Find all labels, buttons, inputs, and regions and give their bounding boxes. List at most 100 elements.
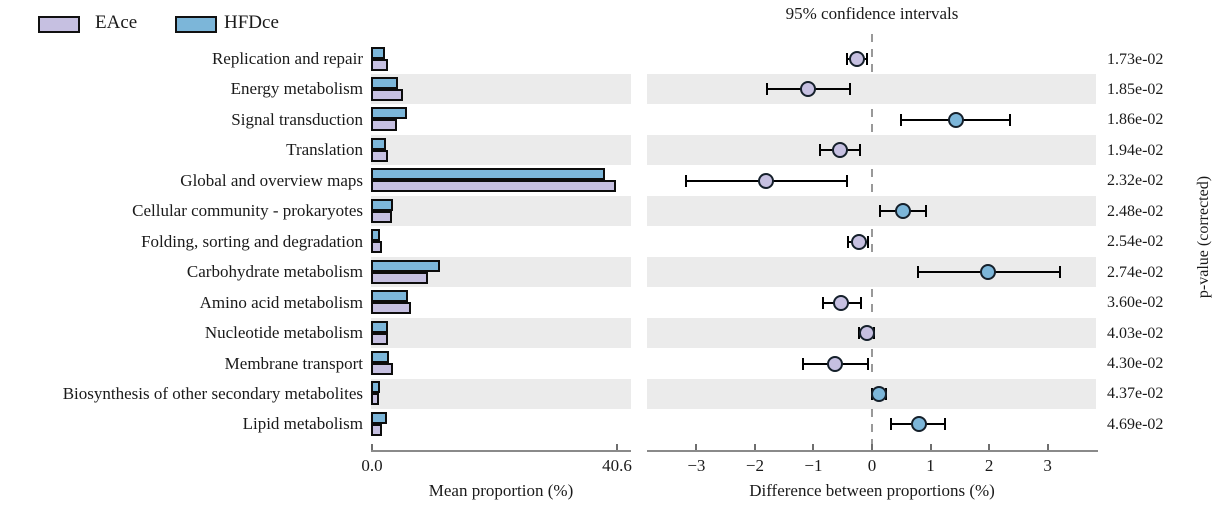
ci-dot — [832, 294, 849, 311]
bar-eace — [371, 119, 397, 132]
category-label: Amino acid metabolism — [199, 292, 363, 312]
ci-dot — [895, 203, 912, 220]
row-stripe-left — [371, 135, 631, 166]
right-axis-tick-label: 3 — [1043, 456, 1052, 475]
p-value-label: 4.03e-02 — [1107, 324, 1164, 342]
legend-swatch-eace — [38, 16, 80, 33]
ci-errorbar-cap-low — [846, 235, 849, 248]
ci-errorbar-cap-high — [1009, 113, 1012, 126]
ci-dot — [858, 325, 875, 342]
ci-dot — [947, 111, 964, 128]
bar-hfdce — [371, 411, 388, 424]
right-axis-tick-label: −1 — [804, 456, 823, 475]
category-label: Lipid metabolism — [242, 414, 363, 434]
right-axis-tick-label: 2 — [984, 456, 994, 475]
bar-hfdce — [371, 290, 408, 303]
bar-hfdce — [371, 381, 380, 394]
right-axis-tick-label: −3 — [687, 456, 706, 475]
ci-errorbar-cap-high — [859, 296, 862, 309]
p-value-axis-label: p-value (corrected) — [1195, 175, 1212, 299]
bar-hfdce — [371, 76, 398, 89]
ci-errorbar-cap-high — [924, 205, 927, 218]
ci-dot — [871, 385, 888, 402]
bar-eace — [371, 241, 383, 254]
row-stripe-left — [371, 196, 631, 227]
p-value-label: 4.37e-02 — [1107, 385, 1164, 403]
p-value-label: 4.30e-02 — [1107, 355, 1164, 372]
ci-errorbar-cap-low — [845, 53, 848, 65]
left-axis-tick-label: 40.6 — [602, 456, 632, 475]
row-stripe-right — [647, 196, 1096, 227]
row-stripe-right — [647, 135, 1096, 166]
ci-errorbar-cap-high — [865, 53, 868, 65]
p-value-label: 2.74e-02 — [1107, 263, 1164, 281]
right-axis-tick-label: 0 — [867, 456, 877, 475]
left-axis-tick — [371, 444, 373, 450]
bar-eace — [371, 332, 389, 345]
category-label: Replication and repair — [211, 49, 363, 68]
p-value-label: 2.54e-02 — [1107, 233, 1164, 251]
category-label: Translation — [286, 140, 363, 160]
legend-swatch-hfdce — [175, 16, 217, 33]
bar-eace — [371, 423, 383, 436]
bar-eace — [371, 210, 393, 223]
bar-hfdce — [371, 229, 381, 242]
left-axis-tick-label: 0.0 — [361, 456, 383, 475]
ci-dot — [910, 416, 927, 433]
row-stripe-right — [647, 74, 1096, 105]
right-panel-title: 95% confidence intervals — [785, 4, 959, 23]
ci-errorbar-cap-high — [866, 357, 869, 370]
category-label: Biosynthesis of other secondary metaboli… — [62, 383, 363, 403]
bar-hfdce — [371, 320, 388, 333]
right-x-axis-line — [647, 450, 1098, 452]
ci-dot — [758, 172, 775, 189]
p-value-label: 1.73e-02 — [1107, 50, 1164, 68]
right-axis-tick — [988, 444, 991, 450]
right-axis-tick-label: 1 — [926, 456, 935, 475]
right-axis-tick-label: −2 — [745, 456, 764, 475]
right-x-axis-title: Difference between proportions (%) — [749, 481, 995, 500]
zero-dashed-line — [871, 34, 873, 450]
left-x-axis-title: Mean proportion (%) — [428, 481, 574, 500]
bar-eace — [371, 58, 388, 71]
category-label: Nucleotide metabolism — [204, 323, 363, 343]
ci-dot — [827, 355, 844, 372]
ci-errorbar-cap-low — [879, 205, 882, 218]
ci-errorbar-cap-low — [684, 174, 687, 187]
ci-errorbar-cap-high — [866, 235, 869, 248]
bar-eace — [371, 180, 616, 193]
ci-errorbar-cap-low — [821, 296, 824, 309]
bar-eace — [371, 302, 412, 315]
p-value-label: 3.60e-02 — [1107, 294, 1164, 312]
ci-errorbar-cap-high — [858, 144, 861, 157]
ci-errorbar-cap-low — [889, 418, 892, 431]
ci-errorbar-cap-high — [845, 174, 848, 187]
row-stripe-left — [371, 318, 631, 349]
bar-hfdce — [371, 259, 440, 272]
right-axis-tick — [812, 444, 815, 450]
right-axis-tick — [753, 444, 756, 450]
bar-hfdce — [371, 46, 385, 59]
ci-errorbar-cap-low — [766, 83, 769, 96]
legend-label-hfdce: HFDce — [224, 12, 279, 33]
category-label: Global and overview maps — [180, 170, 363, 190]
ci-errorbar-cap-low — [917, 266, 920, 279]
ci-dot — [800, 81, 817, 98]
bar-eace — [371, 393, 379, 406]
bar-hfdce — [371, 351, 390, 363]
category-label: Membrane transport — [224, 353, 363, 373]
bar-hfdce — [371, 107, 407, 120]
p-value-label: 1.94e-02 — [1107, 141, 1164, 159]
right-axis-tick — [1046, 444, 1049, 450]
bar-hfdce — [371, 198, 394, 211]
category-label: Cellular community - prokaryotes — [132, 201, 363, 221]
category-label: Energy metabolism — [230, 79, 363, 99]
bar-hfdce — [371, 168, 606, 181]
p-value-label: 2.48e-02 — [1107, 202, 1164, 220]
row-stripe-left — [371, 74, 631, 105]
p-value-label: 2.32e-02 — [1107, 172, 1164, 190]
ci-dot — [848, 51, 865, 67]
bar-hfdce — [371, 137, 387, 150]
ci-dot — [979, 264, 996, 281]
